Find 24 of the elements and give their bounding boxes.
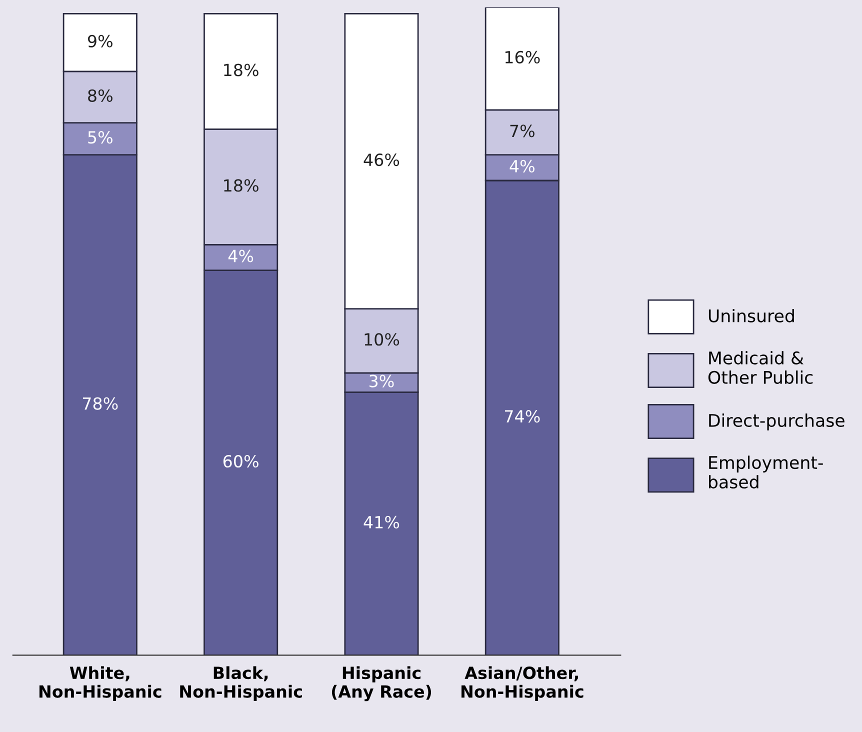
data-label: 8%: [88, 89, 112, 102]
data-label: 5%: [88, 131, 112, 144]
data-label: 78%: [82, 397, 118, 410]
x-tick-label: Hispanic (Any Race): [332, 666, 432, 702]
data-label: 18%: [224, 179, 258, 192]
data-label: 46%: [364, 153, 400, 166]
legend-label: Uninsured: [708, 308, 794, 322]
legend-label: Employment- based: [709, 456, 823, 489]
x-tick-label: White, Non-Hispanic: [39, 666, 162, 702]
data-label: 10%: [364, 333, 400, 346]
data-label: 4%: [228, 250, 254, 262]
data-label: 16%: [505, 50, 540, 64]
data-label: 41%: [364, 516, 400, 528]
x-tick-label: Black, Non-Hispanic: [180, 666, 302, 702]
data-label: 3%: [370, 374, 394, 388]
data-label: 18%: [224, 64, 258, 76]
data-label: 7%: [510, 124, 534, 138]
data-label: 9%: [88, 34, 112, 48]
x-tick-label: Asian/Other, Non-Hispanic: [462, 666, 584, 702]
legend-label: Medicaid & Other Public: [708, 351, 813, 384]
data-label: 60%: [223, 454, 258, 468]
data-label: 4%: [510, 160, 534, 173]
data-label: 74%: [505, 410, 540, 423]
legend-label: Direct-purchase: [709, 414, 844, 430]
